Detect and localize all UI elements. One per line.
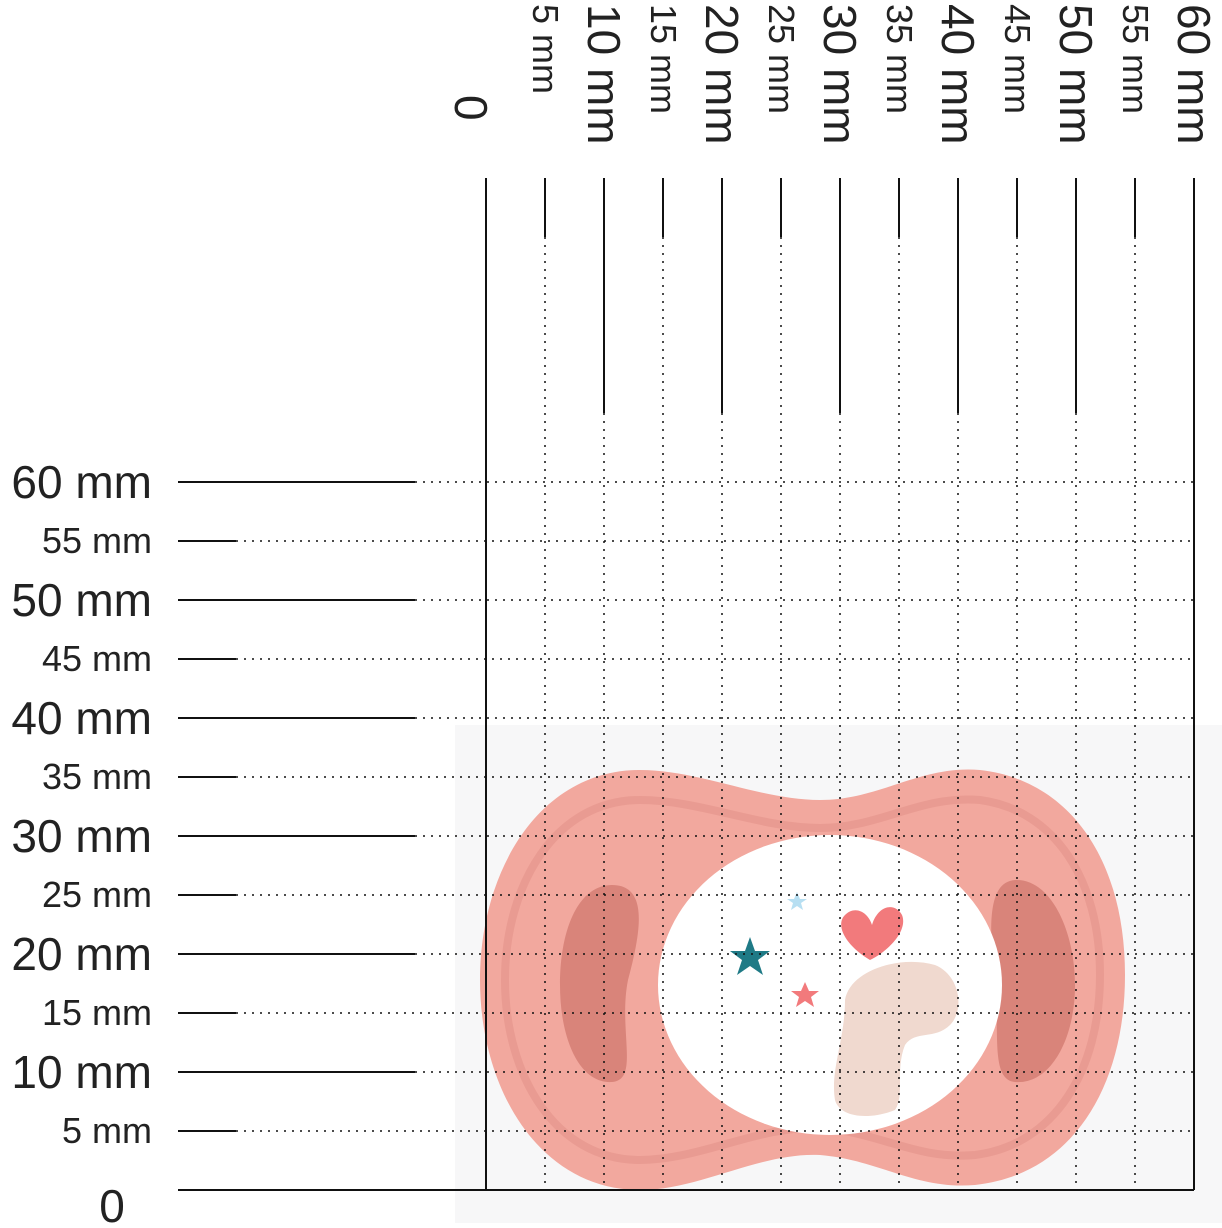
pink-star-icon [791, 982, 819, 1007]
x-label-40: 40 mm [932, 4, 984, 145]
x-label-55: 55 mm [1115, 4, 1156, 114]
y-label-50: 50 mm [11, 574, 152, 626]
y-label-35: 35 mm [42, 756, 152, 797]
teal-star-icon [730, 937, 770, 975]
y-label-40: 40 mm [11, 692, 152, 744]
pacifier-photo [455, 725, 1222, 1223]
y-label-60: 60 mm [11, 456, 152, 508]
x-label-35: 35 mm [879, 4, 920, 114]
x-tick-lines [544, 178, 1195, 413]
y-label-5: 5 mm [62, 1110, 152, 1151]
axes [178, 178, 1195, 1191]
y-label-10: 10 mm [11, 1046, 152, 1098]
bunny-illustration [833, 961, 959, 1116]
x-label-5: 5 mm [525, 4, 566, 94]
heart-icon [841, 907, 904, 960]
y-tick-lines [178, 481, 415, 1132]
x-label-10: 10 mm [578, 4, 630, 145]
y-label-15: 15 mm [42, 992, 152, 1033]
center-button [658, 835, 1002, 1135]
x-label-45: 45 mm [997, 4, 1038, 114]
right-vent-hole [991, 879, 1075, 1083]
x-label-60: 60 mm [1168, 4, 1220, 145]
y-label-25: 25 mm [42, 874, 152, 915]
pacifier-shield-inner [500, 795, 1105, 1165]
x-axis-labels: 5 mm 10 mm 15 mm 20 mm 25 mm 30 mm 35 mm 40 mm 4… [525, 4, 1220, 145]
y-label-20: 20 mm [11, 928, 152, 980]
dotted-grid [236, 237, 1195, 1190]
x-label-15: 15 mm [643, 4, 684, 114]
left-vent-hole [560, 885, 639, 1083]
x-label-20: 20 mm [696, 4, 748, 145]
origin-label-bottom: 0 [99, 1180, 125, 1223]
x-label-25: 25 mm [761, 4, 802, 114]
x-label-50: 50 mm [1050, 4, 1102, 145]
y-label-30: 30 mm [11, 810, 152, 862]
y-label-55: 55 mm [42, 520, 152, 561]
y-axis-labels: 5 mm 10 mm 15 mm 20 mm 25 mm 30 mm 35 mm 40 mm 4… [11, 456, 152, 1151]
x-label-30: 30 mm [814, 4, 866, 145]
light-star-icon [787, 892, 807, 910]
origin-label-top: 0 [445, 95, 497, 121]
y-label-45: 45 mm [42, 638, 152, 679]
